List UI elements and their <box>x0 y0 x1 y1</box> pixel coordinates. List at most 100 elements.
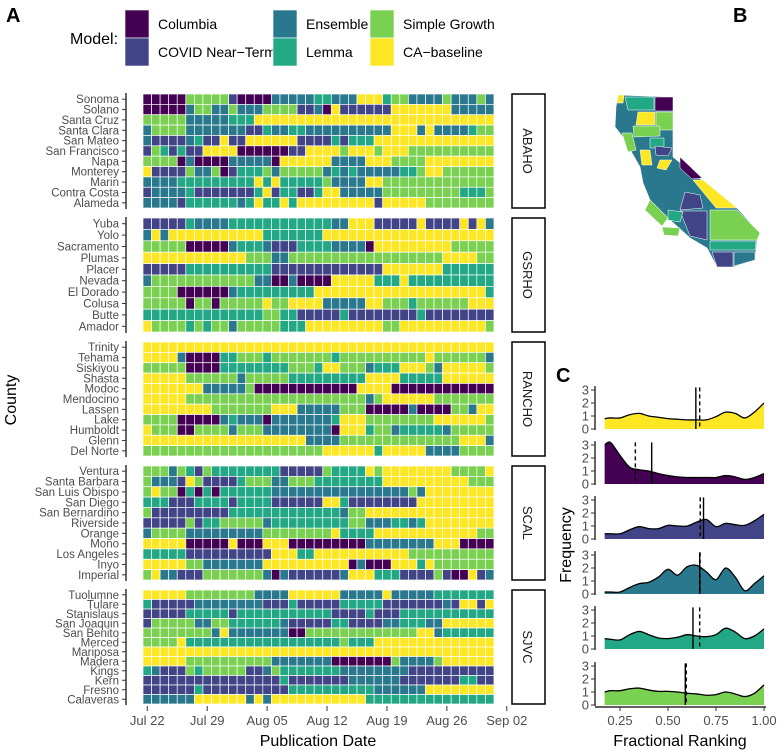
county-label: San Joaquin <box>55 618 119 630</box>
heatmap-cell <box>450 538 461 550</box>
map-county <box>709 240 757 251</box>
x-tick-label: 0.75 <box>703 713 728 728</box>
heatmap-cell <box>253 558 264 570</box>
heatmap-cell <box>330 403 341 415</box>
heatmap-cell <box>245 186 255 198</box>
heatmap-cell <box>339 114 349 126</box>
heatmap-cell <box>425 465 435 477</box>
heatmap-cell <box>339 286 349 299</box>
county-label: Imperial <box>78 570 119 582</box>
heatmap-cell <box>236 507 247 519</box>
heatmap-cell <box>476 383 486 395</box>
heatmap-cell <box>373 414 384 426</box>
heatmap-cell <box>425 114 435 126</box>
heatmap-cell <box>476 166 486 178</box>
heatmap-cell <box>202 445 212 457</box>
heatmap-cell <box>228 93 238 105</box>
heatmap-cell <box>202 383 212 395</box>
heatmap-cell <box>476 217 486 230</box>
heatmap-cell <box>185 362 195 374</box>
heatmap-cell <box>476 362 486 374</box>
heatmap-cell <box>219 114 229 126</box>
heatmap-cell <box>313 558 324 570</box>
heatmap-cell <box>176 286 187 299</box>
heatmap-cell <box>236 229 247 242</box>
heatmap-cell <box>313 684 324 695</box>
heatmap-cell <box>425 145 435 157</box>
heatmap-cell <box>236 217 247 230</box>
panel-letter-c: C <box>556 365 570 387</box>
heatmap-cell <box>390 393 401 405</box>
heatmap-cell <box>433 308 443 321</box>
heatmap-cell <box>296 403 306 415</box>
heatmap-cell <box>219 665 229 676</box>
y-tick-label: 1 <box>582 409 589 424</box>
heatmap-cell <box>408 251 418 264</box>
heatmap-cell <box>485 155 495 167</box>
heatmap-cell <box>296 229 306 242</box>
heatmap-cell <box>253 527 264 539</box>
heatmap-cell <box>442 675 452 686</box>
heatmap-cell <box>313 637 324 648</box>
heatmap-cell <box>356 694 366 705</box>
heatmap-cell <box>467 383 478 395</box>
heatmap-cell <box>408 229 418 242</box>
heatmap-cell <box>151 229 161 242</box>
heatmap-cell <box>176 684 187 695</box>
heatmap-cell <box>271 599 281 610</box>
heatmap-cell <box>433 589 443 600</box>
heatmap-cell <box>202 548 212 560</box>
heatmap-row <box>142 114 495 126</box>
heatmap-cell <box>211 627 221 638</box>
heatmap-cell <box>262 599 272 610</box>
heatmap-cell <box>450 434 461 446</box>
heatmap-cell <box>279 383 289 395</box>
heatmap-cell <box>202 308 212 321</box>
heatmap-cell <box>322 145 332 157</box>
legend-label: Lemma <box>306 44 353 60</box>
density-y-axis-title: Frequency <box>558 507 575 583</box>
heatmap-cell <box>416 684 426 695</box>
heatmap-cell <box>365 352 375 364</box>
heatmap-cell <box>271 145 281 157</box>
heatmap-cell <box>168 393 178 405</box>
heatmap-cell <box>373 694 384 705</box>
heatmap-cell <box>373 352 384 364</box>
heatmap-row <box>142 527 495 539</box>
heatmap-cell <box>339 341 349 353</box>
heatmap-cell <box>467 569 478 581</box>
heatmap-row <box>142 251 495 264</box>
heatmap-cell <box>399 424 409 436</box>
heatmap-cell <box>159 403 170 415</box>
heatmap-cell <box>382 694 392 705</box>
heatmap-cell <box>330 507 341 519</box>
heatmap-cell <box>262 476 272 488</box>
heatmap-row <box>142 538 495 550</box>
heatmap-cell <box>185 558 195 570</box>
heatmap-cell <box>459 240 469 253</box>
heatmap-cell <box>476 476 486 488</box>
heatmap-cell <box>176 104 187 116</box>
heatmap-cell <box>399 517 409 529</box>
heatmap-cell <box>459 548 469 560</box>
heatmap-cell <box>485 434 495 446</box>
heatmap-cell <box>305 240 315 253</box>
heatmap-cell <box>168 124 178 136</box>
heatmap-cell <box>408 217 418 230</box>
heatmap-cell <box>245 527 255 539</box>
heatmap-cell <box>450 124 461 136</box>
heatmap-cell <box>313 646 324 657</box>
heatmap-cell <box>442 445 452 457</box>
heatmap-cell <box>168 675 178 686</box>
heatmap-cell <box>228 104 238 116</box>
heatmap-cell <box>373 320 384 333</box>
heatmap-cell <box>339 197 349 209</box>
heatmap-cell <box>228 166 238 178</box>
heatmap-cell <box>279 618 289 629</box>
heatmap-cell <box>485 104 495 116</box>
heatmap-cell <box>339 675 349 686</box>
heatmap-cell <box>296 362 306 374</box>
heatmap-cell <box>467 675 478 686</box>
heatmap-cell <box>296 352 306 364</box>
heatmap-cell <box>142 569 152 581</box>
